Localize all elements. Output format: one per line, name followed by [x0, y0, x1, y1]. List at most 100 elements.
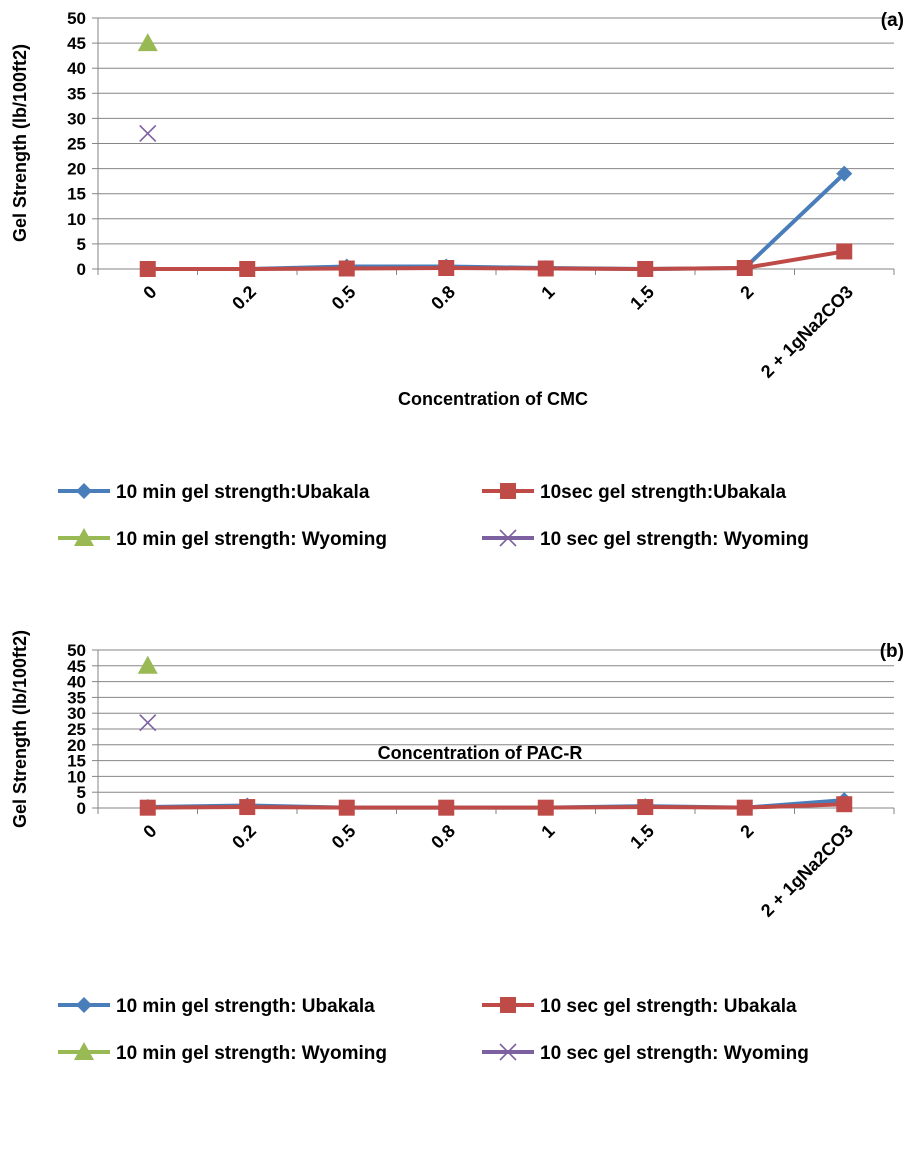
y-tick-label: 5	[77, 783, 86, 802]
y-tick-label: 45	[67, 657, 86, 676]
data-point	[836, 165, 853, 182]
legend-swatch-marker	[74, 1042, 94, 1060]
y-tick-label: 25	[67, 135, 86, 154]
legend-swatch-marker	[500, 997, 516, 1013]
legend-item-2-b: 10 sec gel strength: Ubakala	[482, 996, 797, 1017]
legend-swatch-marker	[76, 483, 92, 499]
x-tick-label: 0.2	[228, 821, 260, 853]
legend-swatch-marker-stroke-2	[499, 529, 517, 547]
y-tick-label: 15	[67, 185, 86, 204]
legend-swatch-marker	[499, 1043, 517, 1061]
x-tick-label: 2	[736, 821, 757, 842]
series-3-a	[137, 33, 158, 52]
y-tick-label: 0	[77, 799, 86, 818]
series-2-a	[139, 243, 853, 277]
series-4-b	[139, 714, 157, 732]
legend-swatch-marker-stroke-2	[499, 1043, 517, 1061]
y-tick-label: 20	[67, 160, 86, 179]
y-tick-label: 30	[67, 109, 86, 128]
data-point	[736, 799, 753, 816]
data-point	[338, 260, 355, 277]
y-tick-label: 25	[67, 720, 86, 739]
y-tick-label: 35	[67, 688, 86, 707]
panel-label: (b)	[880, 641, 904, 662]
legend-item-1-b: 10 min gel strength: Ubakala	[58, 996, 375, 1017]
legend-item-3-a: 10 min gel strength: Wyoming	[58, 528, 387, 550]
legend-label: 10 sec gel strength: Wyoming	[540, 529, 809, 550]
x-tick-label: 0	[139, 821, 160, 842]
legend-swatch-marker	[500, 483, 516, 499]
data-point	[537, 260, 554, 277]
series-2-b	[139, 796, 853, 816]
data-point	[338, 799, 355, 816]
legend-label: 10 min gel strength:Ubakala	[116, 482, 370, 503]
y-tick-label: 15	[67, 752, 86, 771]
series-3-b	[137, 655, 158, 674]
legend-item-4-b: 10 sec gel strength: Wyoming	[482, 1043, 809, 1064]
series-line	[147, 172, 846, 271]
data-point	[637, 799, 654, 816]
x-tick-label: 1	[537, 282, 558, 303]
data-point	[137, 655, 158, 674]
x-tick-label: 2 + 1gNa2CO3	[757, 282, 857, 382]
y-tick-label: 40	[67, 673, 86, 692]
y-axis-title: Gel Strength (lb/100ft2)	[10, 44, 30, 242]
legend-item-1-a: 10 min gel strength:Ubakala	[58, 482, 370, 503]
data-point	[836, 243, 853, 260]
panel-label: (a)	[881, 10, 904, 31]
data-point	[239, 261, 256, 277]
y-axis-title: Gel Strength (lb/100ft2)	[10, 630, 30, 828]
data-point	[438, 259, 455, 276]
x-tick-label: 2	[736, 282, 757, 303]
data-point	[438, 799, 455, 816]
x-axis-title: Concentration of CMC	[398, 389, 588, 409]
legend-label: 10sec gel strength:Ubakala	[540, 482, 786, 503]
legend-swatch-marker	[499, 529, 517, 547]
data-point	[139, 261, 156, 277]
data-point-stroke-2	[139, 124, 157, 143]
x-tick-label: 1	[537, 821, 558, 842]
data-point	[736, 259, 753, 276]
x-tick-label: 0.5	[328, 821, 360, 853]
legend-item-3-b: 10 min gel strength: Wyoming	[58, 1042, 387, 1064]
legend-label: 10 min gel strength: Wyoming	[116, 529, 387, 550]
y-tick-label: 5	[77, 235, 86, 254]
x-axis-title: Concentration of PAC-R	[378, 743, 583, 763]
x-tick-label: 0.8	[427, 821, 459, 853]
legend-swatch-marker	[76, 997, 92, 1013]
y-tick-label: 35	[67, 84, 86, 103]
legend-label: 10 sec gel strength: Wyoming	[540, 1043, 809, 1064]
x-tick-label: 1.5	[626, 821, 658, 853]
y-tick-label: 40	[67, 59, 86, 78]
legend-label: 10 sec gel strength: Ubakala	[540, 996, 797, 1017]
y-tick-label: 10	[67, 767, 86, 786]
y-tick-label: 50	[67, 641, 86, 660]
data-point	[137, 33, 158, 52]
data-point	[139, 124, 157, 143]
legend-item-2-a: 10sec gel strength:Ubakala	[482, 482, 786, 503]
x-tick-label: 0.2	[228, 282, 260, 314]
x-tick-label: 0.5	[328, 282, 360, 314]
series-line	[147, 802, 845, 810]
data-point	[139, 714, 157, 732]
legend-item-4-a: 10 sec gel strength: Wyoming	[482, 529, 809, 550]
data-point-stroke-2	[139, 714, 157, 732]
data-point	[139, 799, 156, 816]
x-tick-label: 2 + 1gNa2CO3	[757, 821, 857, 921]
series-4-a	[139, 124, 157, 143]
y-tick-label: 30	[67, 704, 86, 723]
data-point	[637, 261, 654, 277]
x-tick-label: 0.8	[427, 282, 459, 314]
data-point	[537, 799, 554, 816]
legend-swatch-marker	[74, 528, 94, 546]
y-tick-label: 45	[67, 34, 86, 53]
legend-label: 10 min gel strength: Wyoming	[116, 1043, 387, 1064]
data-point	[239, 799, 256, 816]
x-tick-label: 0	[139, 282, 160, 303]
x-tick-label: 1.5	[626, 282, 658, 314]
y-tick-label: 50	[67, 9, 86, 28]
y-tick-label: 0	[77, 260, 86, 279]
y-tick-label: 20	[67, 736, 86, 755]
